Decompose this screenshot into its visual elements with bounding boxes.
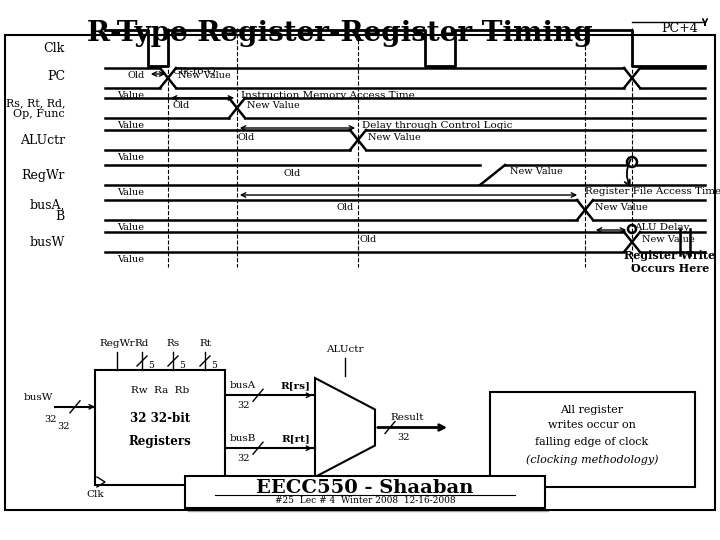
Text: 5: 5 [211, 361, 217, 369]
Text: Rt: Rt [199, 339, 211, 348]
Text: New Value: New Value [247, 100, 300, 110]
Text: Registers: Registers [129, 435, 192, 448]
Text: R[rs]: R[rs] [280, 381, 310, 390]
Text: Clk: Clk [86, 490, 104, 499]
Bar [490, 392, 695, 487]
Text: Rd: Rd [135, 339, 149, 348]
Text: busA,: busA, [30, 199, 65, 212]
Text: 32: 32 [57, 422, 69, 431]
Text: 32: 32 [237, 454, 250, 463]
Text: RegWr: RegWr [99, 339, 135, 348]
Text: #25  Lec # 4  Winter 2008  12-16-2008: #25 Lec # 4 Winter 2008 12-16-2008 [275, 496, 455, 505]
Text: R[rt]: R[rt] [282, 434, 310, 443]
Text: Value: Value [117, 255, 144, 264]
Text: Rw  Ra  Rb: Rw Ra Rb [131, 386, 189, 395]
Text: Register Write
Occurs Here: Register Write Occurs Here [624, 250, 716, 274]
Text: R-Type Register-Register Timing: R-Type Register-Register Timing [87, 20, 593, 47]
Text: All register: All register [560, 405, 624, 415]
Text: busW: busW [24, 393, 53, 402]
Text: Clk-to-Q: Clk-to-Q [172, 66, 215, 76]
Text: writes occur on: writes occur on [548, 420, 636, 430]
Text: PC+4: PC+4 [662, 22, 698, 35]
Text: 32: 32 [45, 415, 57, 424]
Text: 32: 32 [397, 433, 410, 442]
Text: Rs: Rs [166, 339, 179, 348]
Text: EECC550 - Shaaban: EECC550 - Shaaban [256, 479, 474, 497]
Text: 5: 5 [179, 361, 185, 369]
Text: Old: Old [284, 168, 301, 178]
Text: busW: busW [30, 235, 65, 248]
Text: Register File Access Time: Register File Access Time [585, 187, 720, 197]
Bar [185, 476, 545, 508]
Text: New Value: New Value [595, 202, 648, 212]
Text: RegWr: RegWr [22, 168, 65, 181]
Bar [5, 35, 715, 510]
Text: (clocking methodology): (clocking methodology) [526, 455, 658, 465]
Text: falling edge of clock: falling edge of clock [536, 437, 649, 447]
Text: Result: Result [390, 413, 423, 422]
Text: Op, Func: Op, Func [13, 109, 65, 119]
Text: Old: Old [238, 132, 255, 141]
Text: Old: Old [127, 71, 145, 79]
Bar [95, 370, 225, 485]
Text: Old: Old [172, 100, 189, 110]
Text: Instruction Memory Access Time: Instruction Memory Access Time [241, 91, 415, 99]
Text: Value: Value [117, 153, 144, 162]
Text: ALUctr: ALUctr [326, 345, 364, 354]
Text: Value: Value [117, 188, 144, 197]
Text: New Value: New Value [368, 132, 420, 141]
Text: Delay through Control Logic: Delay through Control Logic [362, 120, 513, 130]
Text: 5: 5 [148, 361, 154, 369]
Text: New Value: New Value [642, 234, 695, 244]
Text: busA: busA [230, 381, 256, 390]
Text: PC: PC [47, 70, 65, 83]
Bar [188, 479, 548, 511]
Text: New Value: New Value [510, 167, 563, 177]
Text: B: B [55, 210, 65, 222]
Text: ALU Delay: ALU Delay [634, 222, 690, 232]
Text: 32: 32 [237, 401, 250, 410]
Text: ALUctr: ALUctr [20, 133, 65, 146]
Text: busB: busB [230, 434, 256, 443]
Text: Old: Old [359, 234, 377, 244]
Text: Value: Value [117, 223, 144, 232]
Text: Value: Value [117, 91, 144, 100]
Text: 32 32-bit: 32 32-bit [130, 412, 190, 425]
Text: New Value: New Value [178, 71, 230, 79]
Text: Value: Value [117, 121, 144, 130]
Polygon shape [315, 378, 375, 477]
Text: Old: Old [336, 202, 354, 212]
Text: Rs, Rt, Rd,: Rs, Rt, Rd, [6, 98, 65, 108]
Text: Clk: Clk [44, 42, 65, 55]
